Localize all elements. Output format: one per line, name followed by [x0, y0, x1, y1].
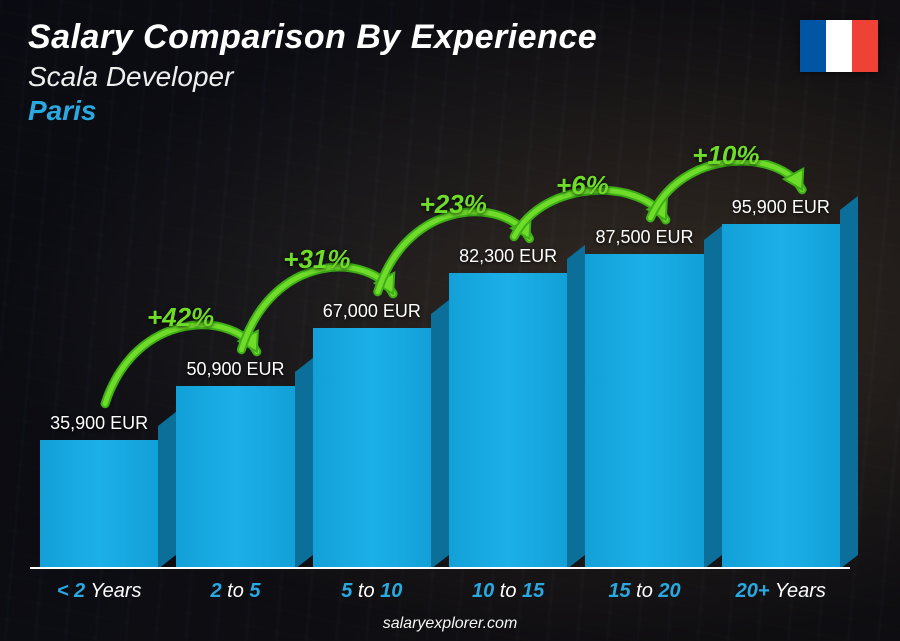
page-title: Salary Comparison By Experience	[28, 18, 790, 57]
bar-value-label: 67,000 EUR	[323, 301, 421, 322]
x-axis-label: 5 to 10	[313, 580, 431, 603]
bar-value-label: 50,900 EUR	[186, 359, 284, 380]
bar	[449, 273, 567, 569]
bars-group: 35,900 EUR 50,900 EUR 67,000 EUR 82,300 EUR…	[40, 160, 840, 569]
growth-percent: +42%	[147, 302, 214, 333]
bar-side-face	[567, 245, 585, 569]
flag-stripe-white	[826, 20, 852, 72]
bar-side-face	[840, 196, 858, 569]
bar-side-face	[158, 412, 176, 569]
growth-percent: +23%	[420, 189, 487, 220]
infographic-container: Salary Comparison By Experience Scala De…	[0, 0, 900, 641]
bar-value-label: 95,900 EUR	[732, 197, 830, 218]
growth-percent: +31%	[283, 244, 350, 275]
x-axis-label: 2 to 5	[176, 580, 294, 603]
flag-stripe-blue	[800, 20, 826, 72]
bar-front-face	[313, 328, 431, 569]
bar-value-label: 35,900 EUR	[50, 413, 148, 434]
job-title: Scala Developer	[28, 61, 790, 93]
location: Paris	[28, 95, 790, 127]
bar-side-face	[431, 300, 449, 569]
bar-slot: 82,300 EUR	[449, 246, 567, 569]
baseline	[30, 567, 850, 569]
x-axis-labels: < 2 Years 2 to 5 5 to 10 10 to 15 15 to 20 20…	[40, 580, 840, 603]
bar-front-face	[40, 440, 158, 569]
bar-slot: 35,900 EUR	[40, 413, 158, 569]
bar	[40, 440, 158, 569]
x-axis-label: 15 to 20	[585, 580, 703, 603]
bar-front-face	[585, 254, 703, 569]
bar-value-label: 87,500 EUR	[595, 227, 693, 248]
country-flag-france	[800, 20, 878, 72]
bar-slot: 95,900 EUR	[722, 197, 840, 569]
bar-front-face	[176, 386, 294, 569]
growth-percent: +6%	[556, 170, 609, 201]
bar-side-face	[704, 226, 722, 569]
source-footer: salaryexplorer.com	[0, 615, 900, 633]
bar-value-label: 82,300 EUR	[459, 246, 557, 267]
flag-stripe-red	[852, 20, 878, 72]
bar-front-face	[449, 273, 567, 569]
bar-slot: 67,000 EUR	[313, 301, 431, 569]
bar	[313, 328, 431, 569]
bar-front-face	[722, 224, 840, 569]
bar	[176, 386, 294, 569]
x-axis-label: < 2 Years	[40, 580, 158, 603]
bar-slot: 50,900 EUR	[176, 359, 294, 569]
growth-percent: +10%	[692, 140, 759, 171]
bar-slot: 87,500 EUR	[585, 227, 703, 569]
bar-side-face	[295, 358, 313, 569]
x-axis-label: 20+ Years	[722, 580, 840, 603]
header: Salary Comparison By Experience Scala De…	[28, 18, 790, 127]
bar	[585, 254, 703, 569]
bar-chart: 35,900 EUR 50,900 EUR 67,000 EUR 82,300 EUR…	[40, 160, 840, 569]
bar	[722, 224, 840, 569]
x-axis-label: 10 to 15	[449, 580, 567, 603]
